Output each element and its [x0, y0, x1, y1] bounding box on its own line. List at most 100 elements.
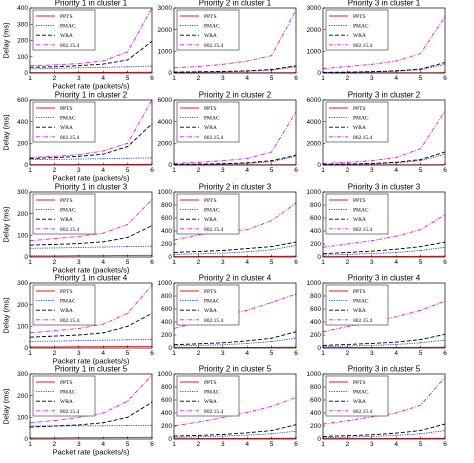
x-tick-label: 4 [394, 441, 398, 448]
x-tick-label: 5 [126, 167, 130, 174]
x-tick-label: 6 [443, 259, 447, 266]
legend-box [32, 193, 96, 235]
y-tick-label: 800 [310, 202, 321, 209]
data-point [420, 246, 422, 248]
y-tick-label: 1000 [158, 189, 173, 196]
chart-title: Priority 2 in cluster 4 [199, 274, 272, 283]
data-point [127, 237, 129, 238]
x-tick-label: 1 [172, 259, 176, 266]
chart-panel: Priority 1 in cluster 1 1 2 3 4 5 6 0 100 200 300 4… [2, 0, 155, 91]
legend-label: PMAC [60, 116, 76, 122]
legend-label: 802.15.4 [353, 135, 373, 141]
series-line [173, 9, 297, 69]
data-point [395, 156, 397, 158]
data-point [78, 246, 80, 248]
series-line [29, 338, 153, 342]
y-tick-label: 0 [24, 345, 28, 352]
x-tick-label: 6 [150, 350, 154, 357]
x-tick-label: 3 [370, 167, 374, 174]
legend-label: PPTS [60, 380, 73, 386]
data-point [127, 146, 129, 148]
y-tick-label: 1000 [307, 371, 322, 378]
x-tick-label: 2 [197, 75, 201, 82]
x-tick-label: 6 [294, 75, 298, 82]
series-line [322, 16, 446, 70]
data-point [53, 243, 55, 245]
data-point [395, 432, 397, 434]
data-point [78, 328, 80, 329]
y-tick-label: 100 [17, 415, 28, 422]
y-tick-label: 600 [17, 97, 28, 104]
x-tick-label: 6 [294, 167, 298, 174]
data-point [102, 425, 104, 427]
chart-panel: Priority 3 in cluster 3 1 2 3 4 5 6 0 200 400 600 8… [307, 183, 448, 267]
legend-label: PPTS [353, 289, 366, 295]
data-point [53, 158, 55, 160]
legend-box [325, 375, 389, 417]
plot-frame [322, 373, 446, 440]
data-point [346, 326, 348, 328]
series-line [322, 241, 446, 255]
x-tick-label: 2 [53, 259, 57, 266]
y-tick-label: 300 [17, 21, 28, 28]
data-point [78, 63, 80, 65]
legend-label: 802.15.4 [204, 135, 224, 141]
y-tick-label: 0 [317, 436, 321, 443]
series-line [322, 430, 446, 439]
x-tick-label: 4 [245, 167, 249, 174]
data-point [53, 238, 55, 240]
y-tick-label: 6000 [158, 97, 173, 104]
x-tick-label: 2 [197, 441, 201, 448]
data-point [127, 416, 129, 418]
series-line [30, 254, 153, 257]
legend-label: 802.15.4 [353, 227, 373, 233]
chart-title: Priority 3 in cluster 2 [348, 91, 421, 100]
data-point [127, 312, 129, 314]
legend-label: 802.15.4 [353, 409, 373, 415]
data-point [371, 434, 373, 436]
data-point [395, 235, 397, 237]
data-point [420, 404, 422, 406]
y-tick-label: 200 [17, 211, 28, 218]
data-point [420, 148, 422, 150]
chart-title: Priority 1 in cluster 5 [55, 365, 128, 374]
y-tick-label: 1000 [307, 189, 322, 196]
y-tick-label: 800 [161, 293, 172, 300]
data-point [102, 241, 104, 243]
y-tick-label: 0 [317, 345, 321, 352]
series-line [173, 154, 297, 165]
x-tick-label: 6 [294, 259, 298, 266]
y-tick-label: 300 [17, 371, 28, 378]
plot-frame [322, 99, 446, 166]
series-line [29, 199, 153, 242]
legend-label: PPTS [353, 380, 366, 386]
x-tick-label: 5 [126, 350, 130, 357]
data-point [222, 344, 224, 346]
data-point [395, 60, 397, 62]
data-point [246, 248, 248, 250]
y-tick-label: 400 [310, 410, 321, 417]
legend-label: 802.15.4 [204, 409, 224, 415]
legend-label: PPTS [204, 289, 217, 295]
x-tick-label: 3 [370, 441, 374, 448]
y-tick-label: 400 [310, 319, 321, 326]
data-point [420, 250, 422, 251]
data-point [127, 224, 129, 225]
legend-box [176, 101, 240, 143]
x-tick-label: 4 [394, 259, 398, 266]
legend-box [325, 193, 389, 235]
y-tick-label: 1000 [158, 371, 173, 378]
data-point [102, 150, 104, 152]
data-point [246, 342, 248, 344]
x-axis-label: Packet rate (packets/s) [53, 357, 130, 366]
x-tick-label: 3 [221, 259, 225, 266]
y-tick-label: 2000 [307, 27, 322, 34]
series-line [29, 40, 153, 68]
legend-label: WRA [60, 217, 73, 223]
data-point [53, 425, 55, 427]
y-axis-label: Delay (ms) [2, 388, 11, 425]
data-point [78, 158, 80, 160]
x-tick-label: 1 [321, 75, 325, 82]
legend-label: PMAC [204, 390, 220, 396]
data-point [271, 161, 273, 163]
